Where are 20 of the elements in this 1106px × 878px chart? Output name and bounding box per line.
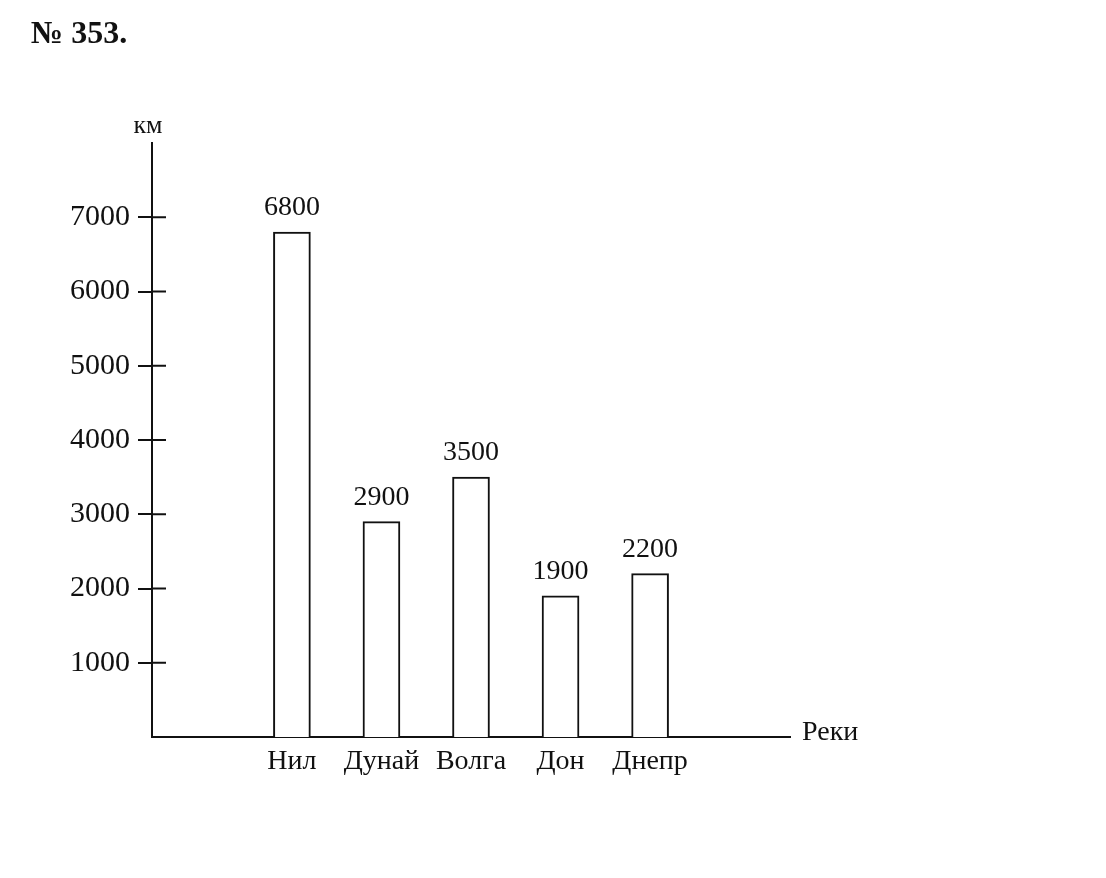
y-tick-label: 3000	[70, 495, 130, 529]
x-tick-label: Волга	[435, 744, 507, 776]
x-tick-label: Нил	[267, 744, 317, 776]
data-label: 2200	[622, 532, 679, 564]
x-axis-title: Реки	[802, 715, 859, 747]
data-label: 1900	[532, 554, 589, 586]
x-tick-label: Дон	[536, 744, 585, 776]
data-label: 2900	[353, 480, 410, 512]
x-tick-label: Дунай	[343, 744, 420, 776]
data-label: 3500	[443, 435, 499, 467]
data-label: 6800	[263, 190, 320, 222]
chart-title: № 353.	[31, 14, 128, 51]
y-tick-label: 2000	[70, 569, 130, 603]
y-axis-title: км	[133, 109, 163, 139]
y-tick-label: 7000	[70, 198, 130, 232]
y-tick-label: 5000	[70, 346, 130, 380]
x-tick-label: Днепр	[612, 744, 688, 776]
y-tick-label: 1000	[70, 643, 130, 677]
y-tick-label: 4000	[70, 420, 130, 454]
y-tick-label: 6000	[70, 272, 130, 306]
